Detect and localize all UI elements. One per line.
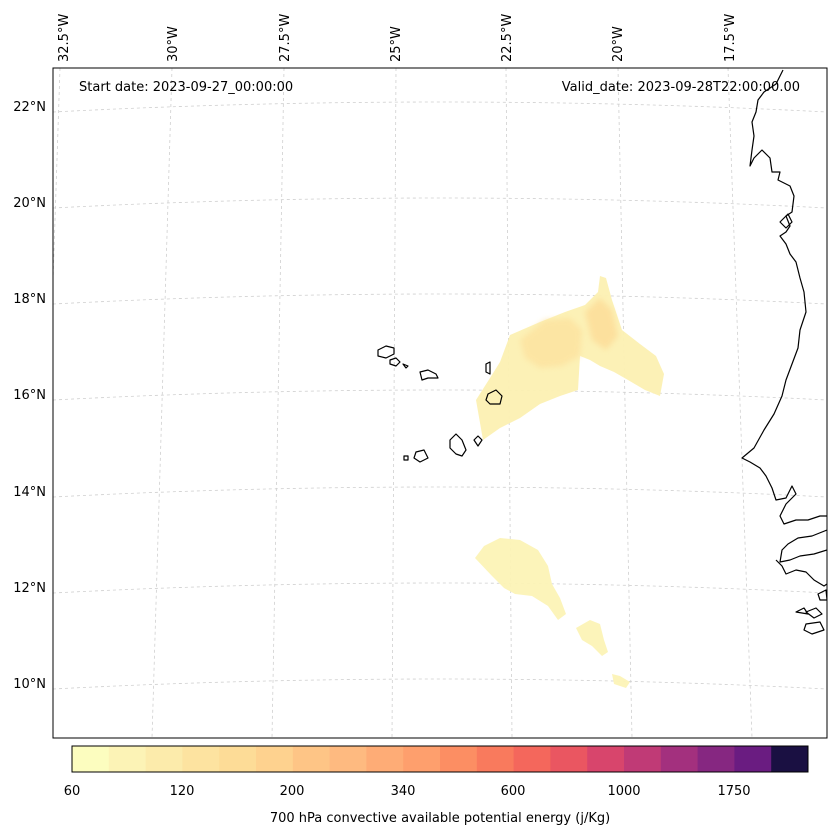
- colorbar-tick-label: 600: [501, 784, 526, 799]
- colorbar-swatch: [72, 746, 110, 772]
- sal-island: [485, 361, 491, 375]
- santo-antao-island: [377, 345, 395, 359]
- colorbar-swatch: [440, 746, 478, 772]
- colorbar-swatch: [403, 746, 441, 772]
- colorbar-swatch: [734, 746, 772, 772]
- lat-label: 12°N: [13, 581, 46, 596]
- colorbar-tick-label: 200: [280, 784, 305, 799]
- fogo-island: [413, 449, 429, 463]
- cape-region-southeast: [576, 620, 608, 656]
- colorbar-tick-label: 340: [391, 784, 416, 799]
- sao-nicolau-island: [419, 369, 439, 381]
- colorbar-tick-label: 60: [64, 784, 81, 799]
- maio-island: [473, 435, 483, 447]
- cape-region-south: [475, 538, 566, 620]
- lon-label: 32.5°W: [57, 14, 72, 62]
- map-panel: [53, 68, 827, 738]
- coastlines: [377, 69, 827, 635]
- colorbar-title: 700 hPa convective available potential e…: [270, 811, 610, 826]
- colorbar-tick-label: 1000: [607, 784, 640, 799]
- colorbar-swatch: [513, 746, 551, 772]
- lat-label: 16°N: [13, 388, 46, 403]
- colorbar-swatch: [182, 746, 220, 772]
- bijagos-islands: [795, 589, 827, 635]
- graticule: [53, 68, 827, 738]
- colorbar-swatch: [697, 746, 735, 772]
- colorbar-tick-label: 1750: [717, 784, 750, 799]
- colorbar-swatch: [145, 746, 183, 772]
- start-date-label: Start date: 2023-09-27_00:00:00: [79, 80, 293, 95]
- santa-luzia-island: [402, 363, 409, 369]
- latitude-labels: 22°N 20°N 18°N 16°N 14°N 12°N 10°N: [13, 100, 46, 692]
- cape-maxima-2: [585, 298, 618, 350]
- colorbar-swatch: [624, 746, 662, 772]
- lat-label: 14°N: [13, 485, 46, 500]
- valid-date-label: Valid_date: 2023-09-28T22:00:00.00: [562, 80, 800, 95]
- colorbar-swatch: [256, 746, 294, 772]
- colorbar-swatch: [366, 746, 404, 772]
- colorbar-tick-label: 120: [170, 784, 195, 799]
- lat-label: 10°N: [13, 677, 46, 692]
- colorbar-swatch: [329, 746, 367, 772]
- lon-label: 25°W: [389, 26, 404, 62]
- guinea-bissau-coast: [779, 529, 827, 563]
- cape-region-small: [612, 674, 630, 688]
- lon-label: 17.5°W: [723, 14, 738, 62]
- colorbar-swatch: [108, 746, 147, 772]
- lat-label: 22°N: [13, 100, 46, 115]
- map-border: [52, 67, 828, 739]
- lon-label: 30°W: [166, 26, 181, 62]
- colorbar-ticks: 60 120 200 340 600 1000 1750: [64, 784, 751, 799]
- colorbar-swatch: [771, 746, 809, 772]
- lon-label: 22.5°W: [500, 14, 515, 62]
- brava-island: [403, 455, 409, 461]
- colorbar-border: [71, 745, 809, 773]
- longitude-labels: 32.5°W 30°W 27.5°W 25°W 22.5°W 20°W 17.5…: [57, 14, 738, 62]
- colorbar-swatch: [292, 746, 331, 772]
- guinea-coast: [775, 559, 827, 587]
- sao-vicente-island: [389, 357, 401, 367]
- colorbar-swatch: [476, 746, 515, 772]
- lon-label: 20°W: [611, 26, 626, 62]
- cape-field: [475, 276, 664, 688]
- coastal-islet: [779, 213, 793, 229]
- boa-vista-island: [485, 389, 503, 405]
- cape-maxima-1: [520, 318, 582, 368]
- colorbar: [72, 746, 809, 772]
- santiago-island: [449, 433, 467, 457]
- african-coastline: [741, 69, 827, 525]
- lat-label: 20°N: [13, 196, 46, 211]
- colorbar-swatch: [660, 746, 699, 772]
- colorbar-swatch: [219, 746, 257, 772]
- colorbar-swatch: [550, 746, 588, 772]
- lat-label: 18°N: [13, 292, 46, 307]
- lon-label: 27.5°W: [278, 14, 293, 62]
- colorbar-swatch: [587, 746, 625, 772]
